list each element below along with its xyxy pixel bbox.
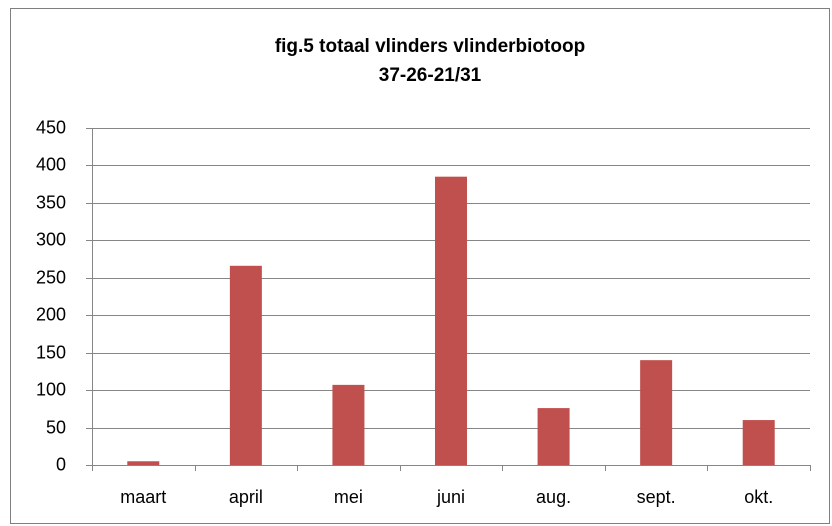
bar [435, 176, 467, 465]
y-tick-label: 450 [36, 117, 66, 137]
y-tick-label: 350 [36, 192, 66, 212]
x-tick-label: april [229, 487, 263, 507]
y-tick-label: 50 [46, 417, 66, 437]
y-tick-label: 300 [36, 229, 66, 249]
bar [127, 461, 160, 465]
y-tick-label: 0 [56, 454, 66, 474]
x-tick-label: juni [436, 487, 465, 507]
bar [229, 265, 262, 465]
bar [537, 408, 570, 465]
bar [742, 420, 775, 465]
x-tick-label: maart [120, 487, 166, 507]
bar [332, 384, 365, 465]
y-tick-label: 100 [36, 379, 66, 399]
chart-subtitle: 37-26-21/31 [379, 65, 482, 86]
bar [640, 360, 673, 465]
chart-border [10, 8, 830, 524]
chart-title: fig.5 totaal vlinders vlinderbiotoop [275, 36, 585, 57]
x-tick-label: okt. [744, 487, 773, 507]
y-tick-label: 400 [36, 154, 66, 174]
x-tick-label: mei [334, 487, 363, 507]
y-tick-label: 200 [36, 304, 66, 324]
x-tick-label: aug. [536, 487, 571, 507]
y-tick-label: 150 [36, 342, 66, 362]
y-tick-label: 250 [36, 267, 66, 287]
x-tick-label: sept. [637, 487, 676, 507]
